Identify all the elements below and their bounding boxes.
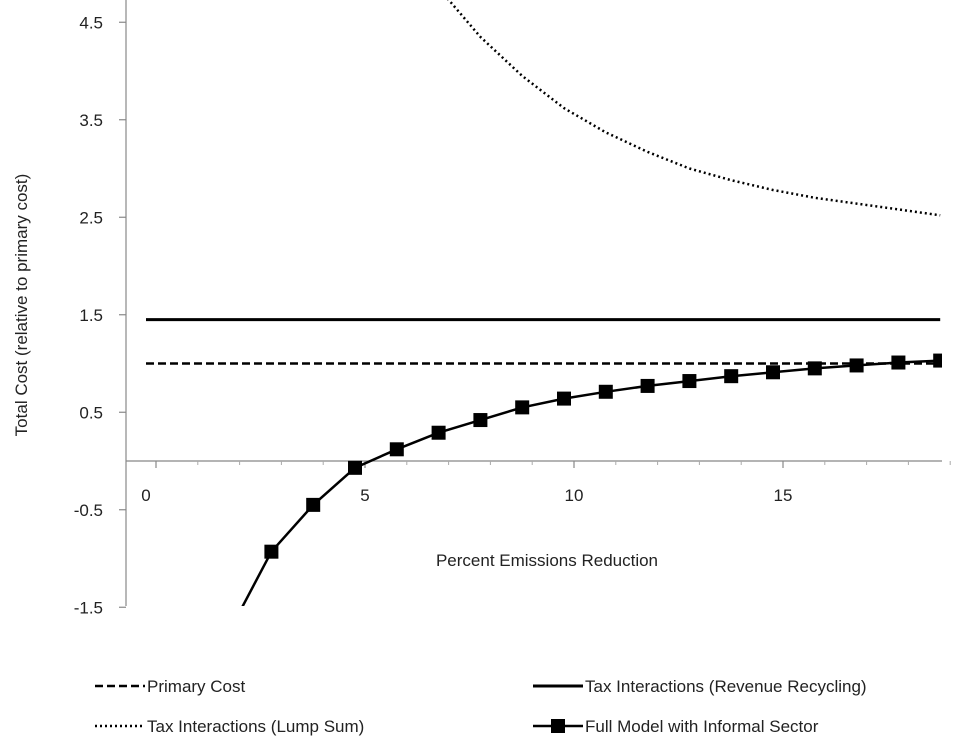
- y-tick-label: -0.5: [74, 501, 103, 520]
- data-point-marker: [473, 413, 488, 428]
- data-point-marker: [640, 378, 655, 393]
- data-point-marker: [724, 369, 739, 384]
- data-point-marker: [682, 374, 697, 389]
- data-point-marker: [348, 460, 362, 475]
- data-point-marker: [807, 361, 822, 376]
- x-axis-title: Percent Emissions Reduction: [436, 551, 658, 570]
- data-point-marker: [515, 400, 530, 415]
- y-tick-label: 0.5: [79, 403, 103, 422]
- x-tick-label: 15: [774, 486, 793, 505]
- data-point-marker: [849, 358, 864, 373]
- x-tick-label: 0: [141, 486, 150, 505]
- legend-label: Primary Cost: [147, 677, 246, 696]
- y-tick-label: 2.5: [79, 208, 103, 227]
- data-point-marker: [389, 442, 404, 457]
- legend-label: Tax Interactions (Lump Sum): [147, 717, 364, 736]
- data-point-marker: [766, 365, 780, 380]
- series-line: [241, 359, 941, 606]
- data-point-marker: [431, 425, 446, 440]
- series-line: [447, 0, 941, 217]
- data-point-marker: [933, 353, 942, 368]
- x-tick-label: 5: [360, 486, 369, 505]
- y-tick-label: -1.5: [74, 598, 103, 617]
- data-point-marker: [557, 391, 571, 406]
- y-tick-label: 1.5: [79, 306, 103, 325]
- y-tick-label: 3.5: [79, 111, 103, 130]
- data-point-marker: [598, 384, 613, 399]
- series-2: [447, 0, 941, 217]
- y-tick-label: 4.5: [79, 13, 103, 32]
- x-tick-label: 10: [565, 486, 584, 505]
- data-point-marker: [264, 544, 279, 559]
- legend-label: Tax Interactions (Revenue Recycling): [585, 677, 867, 696]
- y-axis-title: Total Cost (relative to primary cost): [12, 174, 31, 437]
- legend-marker: [551, 719, 565, 733]
- data-point-marker: [306, 497, 321, 512]
- data-point-marker: [891, 355, 906, 370]
- series-3: [241, 353, 942, 606]
- legend-label: Full Model with Informal Sector: [585, 717, 819, 736]
